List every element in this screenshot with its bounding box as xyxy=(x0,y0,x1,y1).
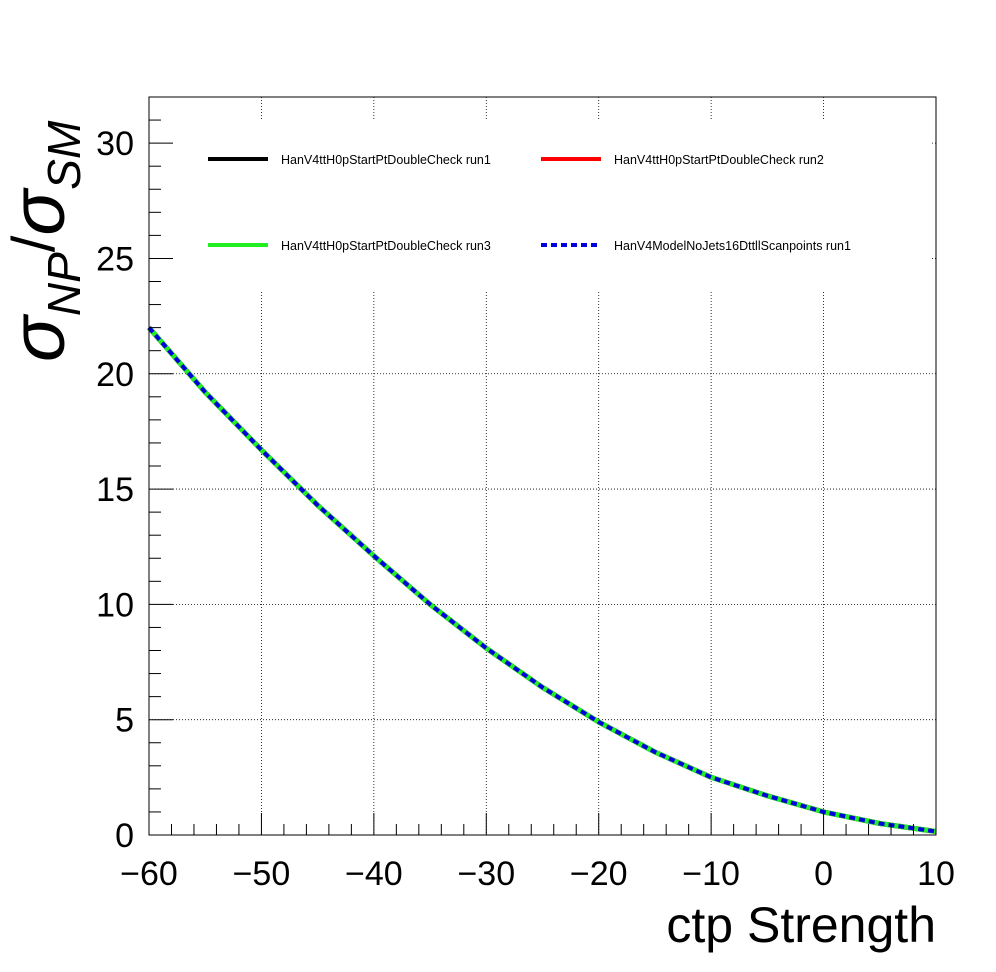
y-tick-label-0: 0 xyxy=(115,817,134,855)
y-axis-title-sub-den: SM xyxy=(38,120,90,190)
x-tick-label-5: −10 xyxy=(682,855,740,893)
y-tick-label-3: 15 xyxy=(96,471,134,509)
x-axis-title: ctp Strength xyxy=(666,897,936,953)
y-axis-title-symbol: σ xyxy=(0,313,81,362)
x-tick-label-4: −20 xyxy=(570,855,628,893)
legend-label-2: HanV4ttH0pStartPtDoubleCheck run2 xyxy=(614,153,824,167)
y-axis-title-symbol-den: σ xyxy=(0,187,81,236)
x-tick-label-0: −60 xyxy=(120,855,178,893)
x-tick-labels: −60 −50 −40 −30 −20 −10 0 10 xyxy=(120,855,955,893)
legend-box xyxy=(160,120,930,290)
legend: HanV4ttH0pStartPtDoubleCheck run1 HanV4tt… xyxy=(208,153,851,253)
legend-label-4: HanV4ModelNoJets16DttllScanpoints run1 xyxy=(614,239,851,253)
legend-label-3: HanV4ttH0pStartPtDoubleCheck run3 xyxy=(281,239,491,253)
x-tick-label-7: 10 xyxy=(917,855,955,893)
legend-label-1: HanV4ttH0pStartPtDoubleCheck run1 xyxy=(281,153,491,167)
y-tick-label-2: 10 xyxy=(96,586,134,624)
y-axis-title-sub-num: NP xyxy=(38,252,90,316)
y-tick-label-6: 30 xyxy=(96,125,134,163)
y-tick-label-1: 5 xyxy=(115,702,134,740)
svg-text:σNP/σSM: σNP/σSM xyxy=(0,120,90,362)
series-lines xyxy=(147,325,937,834)
x-tick-label-6: 0 xyxy=(814,855,833,893)
series-line-4 xyxy=(147,326,937,834)
y-tick-labels: 0 5 10 15 20 25 30 xyxy=(96,125,134,855)
x-tick-label-1: −50 xyxy=(233,855,291,893)
y-axis-title: σNP/σSM xyxy=(0,120,90,362)
y-tick-label-5: 25 xyxy=(96,240,134,278)
x-tick-label-2: −40 xyxy=(345,855,403,893)
axis-ticks xyxy=(148,96,937,836)
y-tick-label-4: 20 xyxy=(96,356,134,394)
x-tick-label-3: −30 xyxy=(457,855,515,893)
y-axis-title-slash: / xyxy=(0,235,67,252)
